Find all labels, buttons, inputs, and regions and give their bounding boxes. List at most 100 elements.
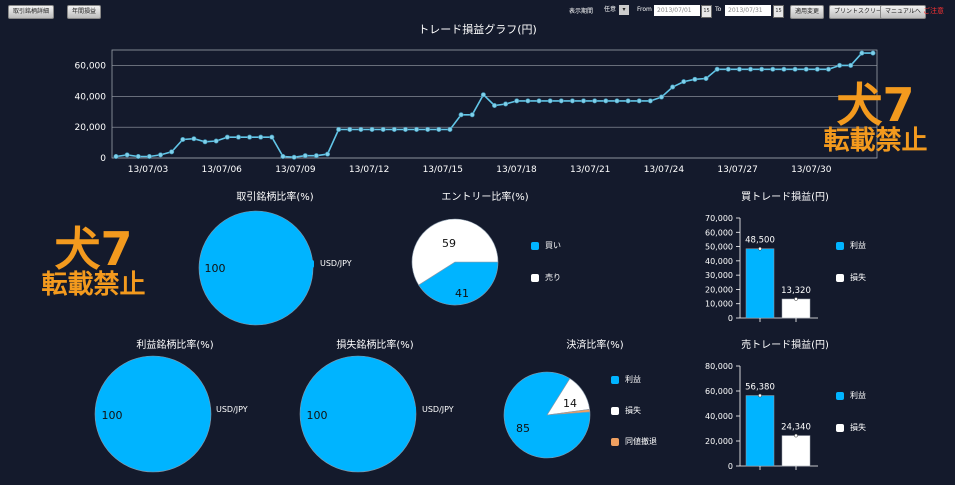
buy-pl-y-tick: 50,000 xyxy=(705,243,733,252)
period-select-value: 任意 xyxy=(604,6,617,13)
entry-ratio-title: エントリー比率(%) xyxy=(441,192,529,203)
line-series-point xyxy=(369,126,375,132)
legend-settle-even: 同値撤退 xyxy=(611,436,657,447)
sell-pl-y-tick: 80,000 xyxy=(705,362,733,371)
line-series-point xyxy=(336,126,342,132)
sell-pl-bar-marker xyxy=(794,433,798,438)
buy-pl-y-tick: 20,000 xyxy=(705,285,733,294)
line-chart-y-tick: 40,000 xyxy=(75,92,107,102)
buy-pl-y-tick: 10,000 xyxy=(705,300,733,309)
buy-pl-y-tick: 40,000 xyxy=(705,257,733,266)
line-chart-x-tick: 13/07/03 xyxy=(128,165,168,175)
line-series-point xyxy=(135,153,141,159)
line-series-point xyxy=(870,50,876,56)
line-series-point xyxy=(202,139,208,145)
line-series-point xyxy=(581,98,587,104)
line-chart-x-tick: 13/07/15 xyxy=(423,165,463,175)
line-series-point xyxy=(146,153,152,159)
line-chart-x-tick: 13/07/24 xyxy=(644,165,685,175)
watermark-left: 犬7 転載禁止 xyxy=(41,222,146,300)
legend-settle-loss: 損失 xyxy=(611,405,641,416)
buy-pl-y-tick: 60,000 xyxy=(705,228,733,237)
entry-ratio-pie-slice xyxy=(411,218,499,286)
line-series-point xyxy=(625,98,631,104)
line-series-point xyxy=(703,76,709,82)
sell-pl-bar-marker xyxy=(758,393,762,398)
line-series-point xyxy=(291,154,297,160)
sell-trade-pl-title: 売トレード損益(円) xyxy=(741,340,829,351)
settlement-pie-slice xyxy=(503,371,591,459)
line-series-point xyxy=(380,126,386,132)
sell-pl-bar xyxy=(745,395,775,467)
line-series-point xyxy=(636,98,642,104)
sell-pl-y-tick: 60,000 xyxy=(705,387,733,396)
line-series-point xyxy=(458,112,464,118)
settlement-pie-slice-label: 85 xyxy=(516,422,530,435)
from-label: From xyxy=(637,6,652,13)
line-series-point xyxy=(792,66,798,72)
line-series-point xyxy=(436,126,442,132)
line-series-point xyxy=(803,66,809,72)
profit-symbol-pie-slice-label: 100 xyxy=(102,409,123,422)
line-series-point xyxy=(402,126,408,132)
trade-detail-button[interactable]: 取引銘柄詳細 xyxy=(8,5,55,19)
line-chart-x-tick: 13/07/27 xyxy=(717,165,757,175)
manual-button[interactable]: マニュアルへ xyxy=(880,5,926,19)
line-series-point xyxy=(469,112,475,118)
legend-symbol-usdjpy: USD/JPY xyxy=(306,259,352,268)
sell-pl-bar-label: 56,380 xyxy=(745,383,775,393)
to-label: To xyxy=(715,6,722,13)
line-chart-x-tick: 13/07/18 xyxy=(496,165,537,175)
settlement-ratio-title: 決済比率(%) xyxy=(566,340,624,351)
buy-pl-bar xyxy=(781,298,811,319)
line-series-point xyxy=(781,66,787,72)
line-series-point xyxy=(837,62,843,68)
line-series-point xyxy=(447,126,453,132)
sell-pl-y-tick: 0 xyxy=(728,462,733,471)
line-series-point xyxy=(224,134,230,140)
line-series-point xyxy=(592,98,598,104)
to-date-input[interactable]: 2013/07/31 xyxy=(725,5,771,16)
legend-settle-profit: 利益 xyxy=(611,374,641,385)
line-series-point xyxy=(614,98,620,104)
line-series-point xyxy=(480,92,486,98)
line-series-point xyxy=(814,66,820,72)
line-series-point xyxy=(235,134,241,140)
symbol-ratio-title: 取引銘柄比率(%) xyxy=(236,192,314,203)
yearly-pl-button[interactable]: 年間損益 xyxy=(67,5,102,19)
legend-buy-loss: 損失 xyxy=(836,272,866,283)
line-series-point xyxy=(158,152,164,158)
line-series-point xyxy=(180,136,186,142)
buy-pl-bar-label: 48,500 xyxy=(745,236,775,246)
line-series-point xyxy=(525,98,531,104)
entry-ratio-pie-slice-label: 41 xyxy=(455,287,469,300)
sell-pl-y-tick: 20,000 xyxy=(705,437,733,446)
print-screen-button[interactable]: プリントスクリーン xyxy=(829,5,893,19)
line-series-point xyxy=(647,98,653,104)
notice-link[interactable]: ご注意 xyxy=(923,7,944,15)
line-series-point xyxy=(759,66,765,72)
from-date-input[interactable]: 2013/07/01 xyxy=(654,5,700,16)
line-series-point xyxy=(302,153,308,159)
buy-pl-y-tick: 0 xyxy=(728,314,733,323)
line-series-point xyxy=(681,79,687,85)
apply-button[interactable]: 適用変更 xyxy=(790,5,825,19)
line-series-point xyxy=(258,134,264,140)
line-chart-x-tick: 13/07/21 xyxy=(570,165,610,175)
line-series-point xyxy=(692,76,698,82)
line-chart-x-tick: 13/07/09 xyxy=(275,165,316,175)
calendar-icon[interactable]: 15 xyxy=(773,5,784,18)
buy-pl-bar xyxy=(745,248,775,319)
chevron-down-icon: ▾ xyxy=(619,4,630,15)
sell-pl-bar xyxy=(781,435,811,467)
period-select[interactable]: 任意 ▾ xyxy=(604,4,630,16)
line-series-point xyxy=(124,152,130,158)
line-series-point xyxy=(725,66,731,72)
calendar-icon[interactable]: 15 xyxy=(701,5,712,18)
entry-ratio-pie-slice-label: 59 xyxy=(442,237,456,250)
period-label: 表示期間 xyxy=(569,8,594,15)
legend-sell-loss: 損失 xyxy=(836,422,866,433)
line-series-point xyxy=(313,153,319,159)
line-series-point xyxy=(748,66,754,72)
line-series-point xyxy=(603,98,609,104)
